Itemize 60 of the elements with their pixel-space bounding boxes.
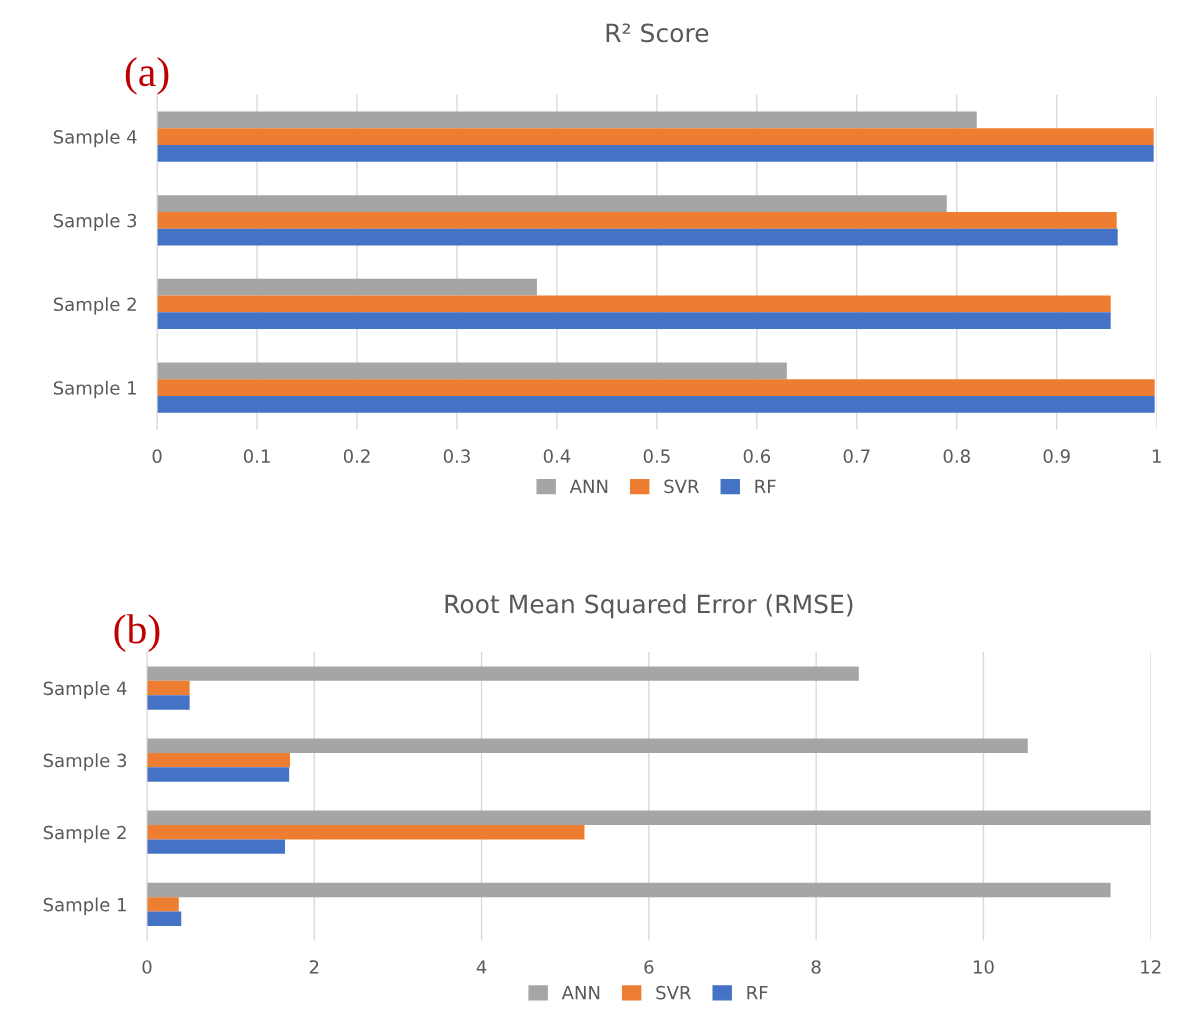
legend-label: SVR xyxy=(656,985,691,1000)
y-tick-label: Sample 4 xyxy=(53,129,137,148)
x-tick-label: 4 xyxy=(476,960,487,974)
x-tick-label: 0.2 xyxy=(343,449,370,463)
bar xyxy=(157,211,1117,229)
bar xyxy=(146,666,859,681)
bar xyxy=(157,278,537,296)
y-tick-label: Sample 3 xyxy=(43,753,127,771)
y-tick-label: Sample 2 xyxy=(43,825,126,843)
x-tick-label: 0.1 xyxy=(243,449,270,463)
bar xyxy=(157,144,1154,162)
y-tick-label: Sample 1 xyxy=(43,897,126,915)
x-tick-label: 0 xyxy=(142,960,152,974)
legend-label: ANN xyxy=(569,479,608,493)
bar xyxy=(157,228,1118,246)
bar xyxy=(146,911,182,926)
x-tick-label: 10 xyxy=(973,960,994,974)
bar xyxy=(157,396,1155,413)
bar xyxy=(146,695,190,710)
x-tick-label: 1 xyxy=(1152,449,1161,463)
x-tick-label: 0.9 xyxy=(1043,449,1070,463)
bar xyxy=(146,839,285,854)
y-tick-label: Sample 2 xyxy=(53,297,136,315)
x-tick-label: 0.5 xyxy=(643,449,670,463)
x-tick-label: 0.3 xyxy=(443,449,470,463)
chart-title: R² Score xyxy=(606,23,709,43)
x-tick-label: 8 xyxy=(811,960,821,974)
bar xyxy=(157,195,947,212)
bar xyxy=(157,379,1155,397)
y-tick-label: Sample 3 xyxy=(53,213,137,231)
x-tick-label: 6 xyxy=(644,960,654,974)
x-tick-label: 12 xyxy=(1141,960,1161,974)
x-tick-label: 0.8 xyxy=(943,449,970,463)
annotation: (a) xyxy=(125,56,169,95)
x-tick-label: 0 xyxy=(152,449,162,463)
bar xyxy=(146,738,1028,753)
bar xyxy=(157,128,1154,145)
bar xyxy=(157,111,977,129)
bar xyxy=(146,882,1111,898)
x-tick-label: 2 xyxy=(309,960,319,974)
x-tick-label: 0.4 xyxy=(543,449,571,463)
bar xyxy=(146,897,179,912)
bar xyxy=(146,810,1151,826)
legend-label: RF xyxy=(755,479,776,493)
annotation: (b) xyxy=(114,614,160,652)
bar xyxy=(157,362,787,380)
chart-title: Root Mean Squared Error (RMSE) xyxy=(445,594,853,619)
legend-label: ANN xyxy=(561,986,600,1000)
bar xyxy=(146,680,190,696)
bar xyxy=(146,767,290,782)
y-tick-label: Sample 4 xyxy=(43,681,127,699)
x-tick-label: 0.7 xyxy=(843,449,870,463)
y-tick-label: Sample 1 xyxy=(53,380,136,399)
bar xyxy=(157,312,1111,330)
x-tick-label: 0.6 xyxy=(743,449,771,463)
legend-label: RF xyxy=(747,986,768,1000)
bar xyxy=(146,752,290,768)
bar xyxy=(157,295,1111,313)
bar xyxy=(146,825,585,840)
legend-label: SVR xyxy=(664,479,700,494)
